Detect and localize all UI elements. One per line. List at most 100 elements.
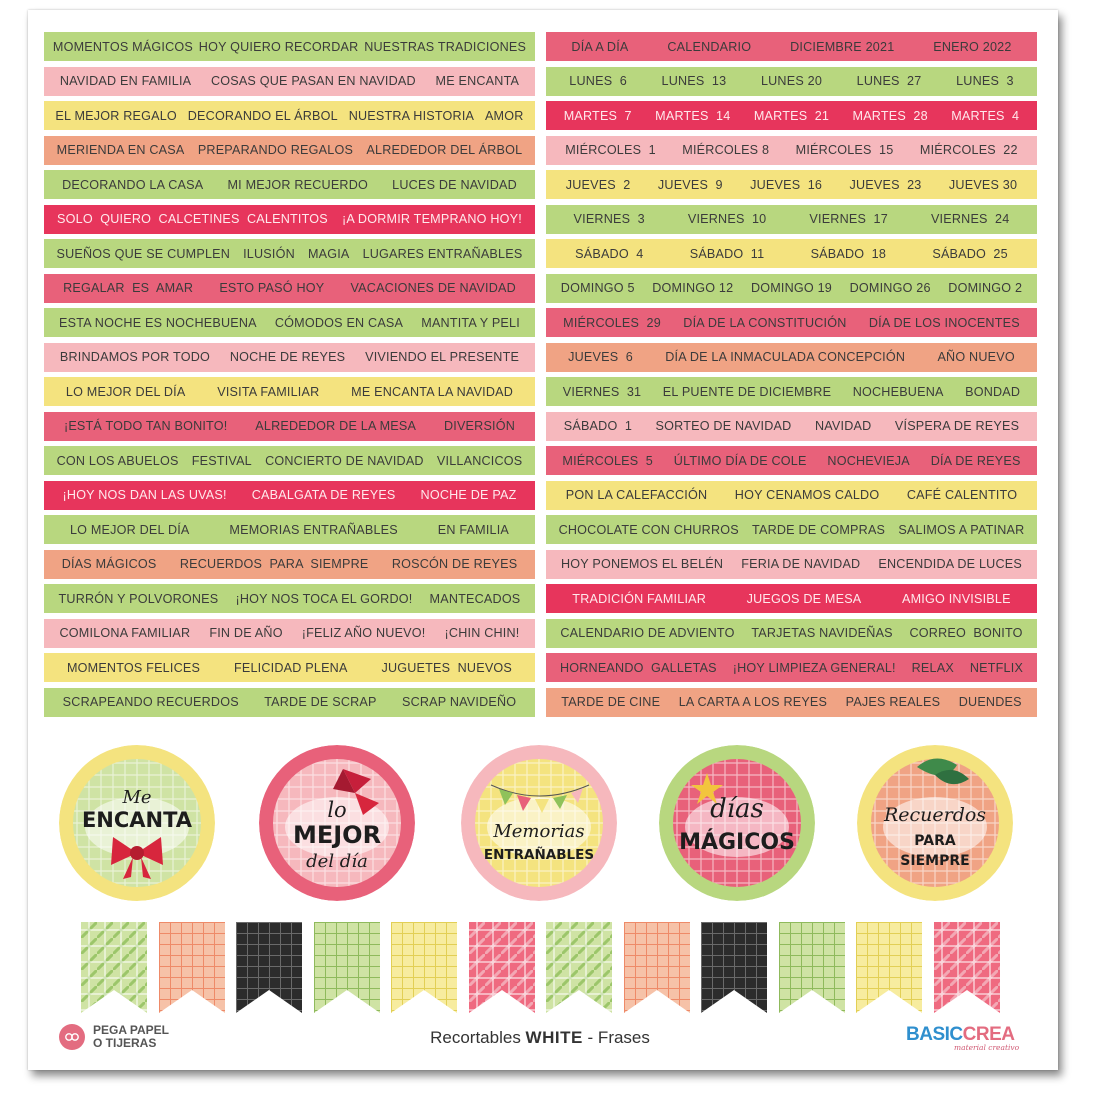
phrase-label: LUNES 13 bbox=[661, 74, 727, 88]
phrase-label: MARTES 21 bbox=[753, 108, 830, 123]
phrase-label: MIÉRCOLES 8 bbox=[682, 143, 770, 157]
phrase-strip: LUNES 6 LUNES 13 LUNES 20 LUNES 27 LUNES 3 bbox=[546, 66, 1037, 96]
phrase-label: LUNES 27 bbox=[856, 74, 922, 88]
phrase-label: LUNES 3 bbox=[956, 74, 1014, 88]
phrase-label: VIERNES 3 bbox=[573, 212, 645, 226]
badge-bold-text: MÁGICOS bbox=[679, 829, 795, 855]
phrase-label: ¡CHIN CHIN! bbox=[444, 626, 520, 640]
brand-logo-part-b: CREA bbox=[962, 1024, 1015, 1045]
phrase-label: NETFLIX bbox=[969, 660, 1024, 675]
badge-script-text: Recuerdos bbox=[883, 804, 986, 826]
phrase-label: ME ENCANTA bbox=[435, 74, 520, 88]
sticker-badge: días MÁGICOS bbox=[659, 745, 815, 901]
phrase-label: FERIA DE NAVIDAD bbox=[741, 557, 861, 571]
phrase-strip: BRINDAMOS POR TODO NOCHE DE REYES VIVIENDO… bbox=[44, 342, 535, 372]
holly-leaves-icon bbox=[917, 758, 969, 785]
phrase-label: CAFÉ CALENTITO bbox=[906, 488, 1018, 502]
phrase-strip: HORNEANDO GALLETAS ¡HOY LIMPIEZA GENERAL!… bbox=[546, 653, 1037, 682]
phrase-label: CÓMODOS EN CASA bbox=[274, 315, 404, 330]
phrase-label: SORTEO DE NAVIDAD bbox=[655, 419, 792, 433]
phrase-label: ¡HOY NOS DAN LAS UVAS! bbox=[62, 488, 227, 502]
footer-line-1: PEGA PAPEL bbox=[93, 1023, 170, 1037]
phrase-label: AMIGO INVISIBLE bbox=[902, 591, 1011, 606]
bunting-flag bbox=[313, 922, 380, 1013]
phrase-label: DÍAS MÁGICOS bbox=[61, 557, 157, 571]
title-prefix: Recortables bbox=[430, 1028, 526, 1047]
phrase-label: COMILONA FAMILIAR bbox=[59, 626, 191, 640]
phrase-label: VIERNES 24 bbox=[930, 212, 1010, 226]
bunting-flag bbox=[468, 922, 535, 1013]
title-bold: WHITE bbox=[525, 1028, 583, 1047]
phrase-label: DIVERSIÓN bbox=[443, 419, 516, 433]
badge-script-text: días bbox=[710, 794, 764, 824]
sticker-badge: Memorias ENTRAÑABLES bbox=[461, 745, 617, 901]
phrase-label: DUENDES bbox=[958, 695, 1022, 709]
phrase-label: SUEÑOS QUE SE CUMPLEN bbox=[56, 246, 231, 261]
bunting-flag bbox=[158, 922, 225, 1013]
phrase-label: MI MEJOR RECUERDO bbox=[227, 177, 369, 192]
phrase-label: RECUERDOS PARA SIEMPRE bbox=[179, 557, 369, 571]
phrase-strip: MOMENTOS MÁGICOS HOY QUIERO RECORDAR NUEST… bbox=[44, 32, 535, 61]
phrase-label: DÍA A DÍA bbox=[571, 39, 629, 54]
phrase-label: JUEVES 9 bbox=[657, 177, 723, 192]
phrase-label: ROSCÓN DE REYES bbox=[391, 557, 518, 571]
phrase-strip: ¡ESTÁ TODO TAN BONITO! ALREDEDOR DE LA ME… bbox=[44, 411, 535, 441]
bunting-flag bbox=[81, 922, 147, 1013]
phrase-label: TURRÓN Y POLVORONES bbox=[58, 591, 219, 606]
bunting-flag bbox=[236, 922, 302, 1013]
phrase-label: SCRAP NAVIDEÑO bbox=[401, 695, 517, 709]
phrase-label: TARJETAS NAVIDEÑAS bbox=[751, 626, 893, 640]
badge-bold-text: ENTRAÑABLES bbox=[484, 846, 594, 863]
phrase-strip: MOMENTOS FELICES FELICIDAD PLENA JUGUETES … bbox=[44, 653, 535, 682]
bunting-icon bbox=[490, 784, 590, 813]
poinsettia-icon bbox=[333, 769, 379, 815]
badge-script-text: lo bbox=[327, 798, 346, 822]
phrase-label: MAGIA bbox=[307, 246, 350, 261]
phrase-label: SÁBADO 1 bbox=[563, 419, 633, 433]
phrase-label: MIÉRCOLES 5 bbox=[562, 453, 653, 468]
phrase-label: NOCHEBUENA bbox=[852, 384, 944, 399]
phrase-label: LUGARES ENTRAÑABLES bbox=[362, 246, 523, 261]
phrase-label: VILLANCICOS bbox=[436, 453, 523, 468]
phrase-label: ENERO 2022 bbox=[933, 39, 1012, 54]
phrase-strip: EL MEJOR REGALO DECORANDO EL ÁRBOL NUESTRA… bbox=[44, 101, 535, 130]
phrase-label: LA CARTA A LOS REYES bbox=[678, 695, 828, 709]
phrase-label: HORNEANDO GALLETAS bbox=[559, 660, 717, 675]
phrase-label: MARTES 4 bbox=[951, 108, 1020, 123]
phrase-label: BONDAD bbox=[965, 384, 1021, 399]
brand-tagline: material creativo bbox=[954, 1043, 1020, 1052]
phrase-strip: SUEÑOS QUE SE CUMPLEN ILUSIÓN MAGIA LUGARES… bbox=[44, 239, 535, 268]
phrase-label: JUEVES 23 bbox=[849, 177, 922, 192]
sticker-badge: Recuerdos PARA SIEMPRE bbox=[857, 745, 1013, 901]
phrase-strip: SÁBADO 1 SORTEO DE NAVIDAD NAVIDAD VÍSPERA … bbox=[546, 411, 1037, 441]
phrase-label: JUEVES 30 bbox=[948, 177, 1018, 192]
phrase-strip: SCRAPEANDO RECUERDOS TARDE DE SCRAP SCRAP … bbox=[44, 687, 535, 717]
badge-bold-text: MEJOR bbox=[293, 821, 381, 849]
footer-line-2: O TIJERAS bbox=[93, 1036, 157, 1050]
phrase-label: ESTA NOCHE ES NOCHEBUENA bbox=[59, 315, 257, 330]
phrase-label: CON LOS ABUELOS bbox=[56, 453, 179, 468]
phrase-label: VISITA FAMILIAR bbox=[217, 384, 320, 399]
phrase-label: MEMORIAS ENTRAÑABLES bbox=[229, 522, 398, 537]
brand-logo-part-a: BASIC bbox=[906, 1024, 963, 1045]
phrase-strip: TRADICIÓN FAMILIAR JUEGOS DE MESA AMIGO IN… bbox=[546, 584, 1037, 613]
phrase-label: NOCHEVIEJA bbox=[827, 453, 910, 468]
phrase-label: ENCENDIDA DE LUCES bbox=[878, 557, 1022, 571]
phrase-label: LO MEJOR DEL DÍA bbox=[65, 384, 186, 399]
phrase-label: SOLO QUIERO CALCETINES CALENTITOS bbox=[57, 212, 328, 226]
phrase-label: JUEGOS DE MESA bbox=[746, 591, 862, 606]
phrase-label: DOMINGO 5 bbox=[560, 281, 635, 295]
phrase-strip: HOY PONEMOS EL BELÉN FERIA DE NAVIDAD ENCE… bbox=[546, 549, 1037, 579]
star-icon bbox=[691, 773, 723, 804]
phrase-label: MARTES 14 bbox=[655, 108, 731, 123]
phrase-strip: NAVIDAD EN FAMILIA COSAS QUE PASAN EN NAV… bbox=[44, 66, 535, 96]
phrase-label: MANTITA Y PELI bbox=[421, 315, 520, 330]
phrase-label: TARDE DE CINE bbox=[561, 695, 661, 709]
bunting-flag bbox=[778, 922, 845, 1013]
phrase-label: CONCIERTO DE NAVIDAD bbox=[265, 453, 424, 468]
phrase-label: DÍA DE LOS INOCENTES bbox=[868, 315, 1020, 330]
phrase-label: HOY CENAMOS CALDO bbox=[734, 488, 880, 502]
phrase-label: MERIENDA EN CASA bbox=[56, 143, 185, 157]
phrase-label: DECORANDO LA CASA bbox=[62, 177, 204, 192]
phrase-label: FIN DE AÑO bbox=[209, 626, 283, 640]
